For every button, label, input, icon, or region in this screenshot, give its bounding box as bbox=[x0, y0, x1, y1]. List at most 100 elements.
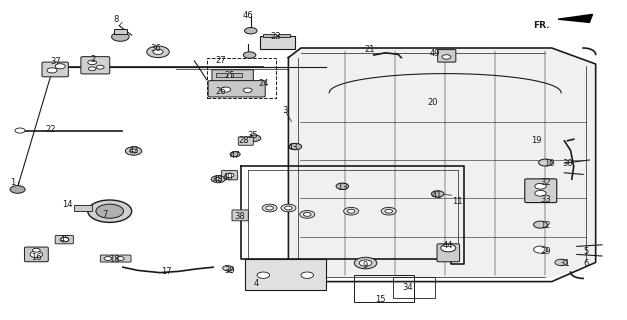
Circle shape bbox=[385, 209, 393, 213]
Circle shape bbox=[347, 209, 355, 213]
Text: 3: 3 bbox=[283, 106, 288, 115]
Circle shape bbox=[147, 46, 169, 58]
Text: 14: 14 bbox=[63, 200, 73, 209]
FancyBboxPatch shape bbox=[525, 179, 557, 203]
Text: 29: 29 bbox=[540, 247, 551, 256]
Circle shape bbox=[221, 87, 231, 92]
Circle shape bbox=[215, 178, 221, 181]
Circle shape bbox=[88, 60, 97, 65]
Text: 22: 22 bbox=[45, 125, 55, 134]
Circle shape bbox=[211, 176, 225, 183]
Circle shape bbox=[96, 204, 124, 218]
Bar bbox=[231, 73, 242, 77]
Text: 15: 15 bbox=[376, 295, 386, 304]
Circle shape bbox=[104, 257, 112, 260]
Text: 24: 24 bbox=[258, 79, 268, 88]
Circle shape bbox=[230, 152, 240, 157]
Circle shape bbox=[301, 272, 314, 278]
Text: 44: 44 bbox=[443, 241, 453, 250]
Text: 49: 49 bbox=[430, 49, 440, 58]
Circle shape bbox=[262, 204, 277, 212]
Circle shape bbox=[88, 200, 132, 222]
Bar bbox=[74, 205, 92, 211]
Text: 32: 32 bbox=[540, 178, 551, 187]
FancyBboxPatch shape bbox=[55, 236, 73, 244]
Text: 28: 28 bbox=[238, 136, 248, 145]
Circle shape bbox=[281, 204, 296, 212]
Circle shape bbox=[442, 55, 451, 59]
Circle shape bbox=[243, 52, 256, 58]
Text: 36: 36 bbox=[150, 44, 161, 53]
FancyBboxPatch shape bbox=[232, 210, 248, 221]
Circle shape bbox=[534, 221, 547, 228]
Bar bbox=[216, 73, 227, 77]
Text: 38: 38 bbox=[234, 212, 245, 221]
Text: 16: 16 bbox=[31, 253, 41, 262]
FancyBboxPatch shape bbox=[438, 50, 456, 62]
Text: 47: 47 bbox=[230, 151, 240, 160]
Text: 27: 27 bbox=[216, 56, 226, 65]
Circle shape bbox=[289, 143, 302, 150]
Circle shape bbox=[354, 257, 377, 269]
Text: 20: 20 bbox=[428, 98, 438, 107]
Circle shape bbox=[112, 32, 129, 41]
Text: 40: 40 bbox=[223, 173, 233, 182]
Text: 1: 1 bbox=[10, 178, 15, 187]
Circle shape bbox=[303, 212, 311, 216]
Circle shape bbox=[535, 190, 546, 196]
Circle shape bbox=[33, 248, 40, 252]
Bar bbox=[245, 259, 326, 290]
Text: 46: 46 bbox=[243, 11, 253, 20]
Bar bbox=[207, 58, 276, 98]
Text: 19: 19 bbox=[531, 136, 541, 145]
FancyBboxPatch shape bbox=[81, 57, 110, 74]
Text: 45: 45 bbox=[60, 235, 70, 244]
Bar bbox=[260, 36, 295, 49]
Circle shape bbox=[431, 191, 444, 197]
Circle shape bbox=[243, 88, 252, 92]
FancyBboxPatch shape bbox=[24, 247, 48, 262]
Bar bbox=[278, 34, 290, 37]
Text: 33: 33 bbox=[540, 196, 551, 204]
Text: 25: 25 bbox=[225, 71, 235, 80]
Circle shape bbox=[344, 207, 359, 215]
Text: 13: 13 bbox=[337, 183, 347, 192]
Text: 43: 43 bbox=[288, 143, 298, 152]
Text: 23: 23 bbox=[271, 32, 281, 41]
Circle shape bbox=[248, 135, 261, 141]
Circle shape bbox=[555, 259, 567, 266]
Polygon shape bbox=[558, 14, 593, 22]
Text: 48: 48 bbox=[213, 175, 223, 184]
Text: 17: 17 bbox=[161, 268, 171, 276]
Circle shape bbox=[97, 65, 104, 69]
Text: 4: 4 bbox=[253, 279, 258, 288]
Text: 18: 18 bbox=[109, 255, 119, 264]
FancyBboxPatch shape bbox=[437, 244, 460, 262]
Text: 37: 37 bbox=[50, 57, 61, 66]
Bar bbox=[354, 275, 414, 302]
Text: 6: 6 bbox=[584, 260, 589, 268]
Circle shape bbox=[117, 257, 124, 260]
Text: 34: 34 bbox=[403, 284, 413, 292]
Circle shape bbox=[225, 173, 234, 178]
Circle shape bbox=[441, 244, 456, 252]
Bar bbox=[263, 34, 276, 37]
Circle shape bbox=[30, 251, 43, 258]
FancyBboxPatch shape bbox=[42, 62, 68, 77]
Circle shape bbox=[47, 68, 57, 73]
Circle shape bbox=[359, 260, 372, 266]
Circle shape bbox=[285, 206, 292, 210]
Text: 35: 35 bbox=[248, 131, 258, 140]
Circle shape bbox=[60, 237, 69, 242]
Text: 21: 21 bbox=[365, 45, 375, 54]
Text: 12: 12 bbox=[540, 221, 551, 230]
Text: 9: 9 bbox=[363, 261, 368, 270]
Circle shape bbox=[535, 183, 546, 189]
Circle shape bbox=[10, 186, 25, 193]
Text: 30: 30 bbox=[563, 159, 573, 168]
Circle shape bbox=[153, 49, 163, 54]
Circle shape bbox=[88, 67, 96, 71]
Circle shape bbox=[15, 128, 25, 133]
Circle shape bbox=[300, 211, 315, 218]
Text: 2: 2 bbox=[90, 55, 95, 64]
